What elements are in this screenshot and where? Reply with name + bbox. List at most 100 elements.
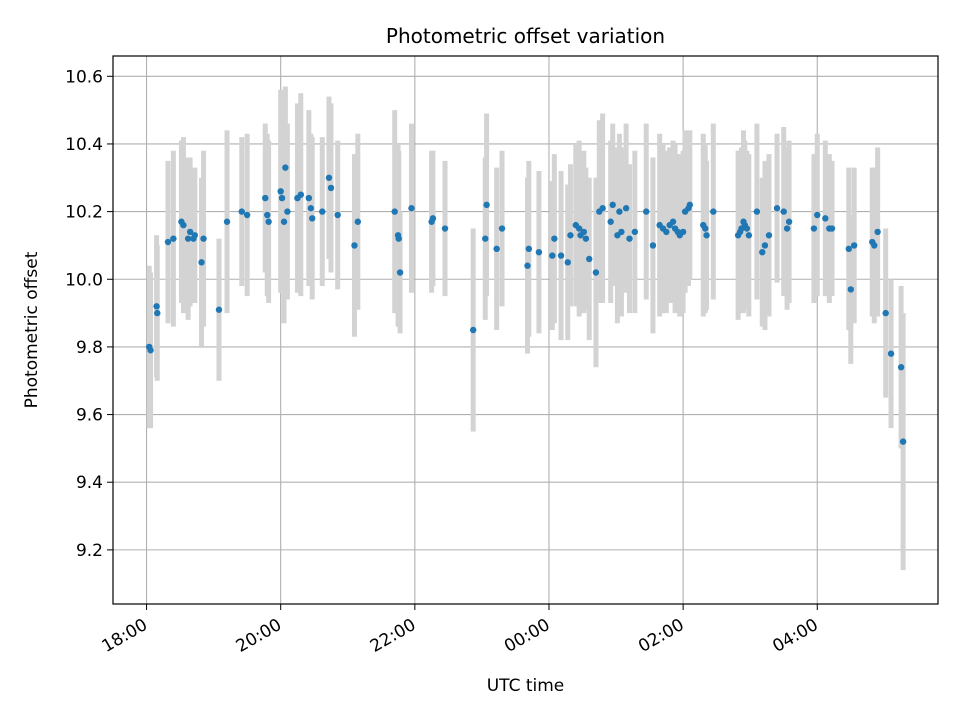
y-tick-label: 9.2 [76, 541, 103, 561]
data-point [493, 245, 500, 253]
y-tick-label: 10.6 [65, 67, 103, 87]
data-point [282, 164, 289, 171]
data-point [525, 245, 533, 253]
data-point [280, 218, 288, 225]
data-point [567, 232, 574, 239]
y-tick-label: 10.4 [65, 135, 103, 155]
y-axis-label: Photometric offset [22, 251, 42, 408]
data-point [278, 194, 286, 202]
data-point [551, 235, 558, 242]
data-point [469, 326, 477, 334]
data-point [395, 235, 402, 242]
data-point [498, 225, 506, 232]
data-point [215, 306, 223, 313]
data-point [616, 208, 623, 215]
data-point [223, 218, 231, 225]
data-point [265, 218, 272, 225]
data-point [153, 303, 160, 310]
data-point [535, 248, 543, 256]
data-point [828, 225, 836, 232]
data-point [874, 228, 881, 236]
data-point [391, 208, 398, 215]
data-point [822, 215, 829, 222]
data-point [147, 347, 154, 354]
chart-title: Photometric offset variation [386, 24, 665, 48]
data-point [783, 225, 791, 232]
data-point [845, 245, 852, 253]
data-point [164, 238, 172, 246]
data-point [334, 211, 341, 219]
data-point [814, 211, 821, 219]
data-point [618, 228, 625, 236]
data-point [599, 205, 606, 212]
data-point [327, 184, 335, 192]
data-point [307, 205, 315, 212]
data-point [702, 225, 709, 232]
data-point [549, 252, 556, 259]
data-point [351, 242, 358, 249]
data-point [277, 188, 284, 195]
data-point [264, 211, 271, 219]
data-point [622, 205, 630, 212]
data-point [297, 191, 305, 198]
data-point [669, 218, 677, 225]
data-point [262, 194, 269, 202]
data-point [649, 242, 657, 249]
data-point [238, 208, 245, 215]
data-point [580, 228, 588, 236]
data-point [643, 208, 650, 215]
data-point [753, 208, 761, 215]
data-point [765, 232, 773, 239]
data-point [408, 205, 415, 212]
data-point [170, 235, 177, 242]
data-point [524, 262, 531, 269]
data-point [309, 215, 316, 222]
data-point [198, 259, 205, 266]
data-point [186, 228, 194, 236]
y-tick-label: 10.0 [65, 270, 103, 290]
data-point [305, 194, 313, 202]
data-point [743, 225, 751, 232]
x-axis-label: UTC time [487, 676, 565, 696]
data-point [592, 269, 600, 276]
plot-frame [112, 55, 939, 605]
data-point [564, 259, 571, 266]
data-point [325, 174, 333, 181]
data-point [679, 228, 687, 236]
y-tick-label: 9.4 [76, 473, 103, 493]
data-point [871, 242, 878, 249]
data-point [354, 218, 362, 225]
data-point [482, 235, 489, 242]
data-point [897, 364, 905, 371]
data-point [850, 242, 858, 249]
data-point [887, 350, 895, 357]
data-point [745, 232, 753, 239]
data-point [847, 286, 855, 293]
data-point [154, 309, 161, 317]
data-point [582, 235, 590, 242]
data-point [631, 228, 639, 236]
data-point [703, 232, 710, 239]
data-point [773, 205, 781, 212]
data-point [396, 269, 404, 276]
data-point [429, 215, 437, 222]
data-point [899, 438, 907, 445]
y-tick-label: 9.8 [76, 338, 103, 358]
data-point [759, 248, 766, 256]
data-point [319, 208, 326, 215]
data-point [609, 201, 616, 209]
data-point [785, 218, 793, 225]
data-point [575, 225, 583, 232]
y-tick-label: 9.6 [76, 406, 103, 426]
data-point [243, 211, 251, 219]
data-point [586, 255, 593, 263]
data-point [483, 201, 490, 209]
data-point [780, 208, 787, 215]
data-point [607, 218, 614, 225]
data-point [200, 235, 207, 242]
y-tick-label: 10.2 [65, 203, 103, 223]
data-point [180, 221, 187, 229]
data-point [882, 309, 889, 317]
